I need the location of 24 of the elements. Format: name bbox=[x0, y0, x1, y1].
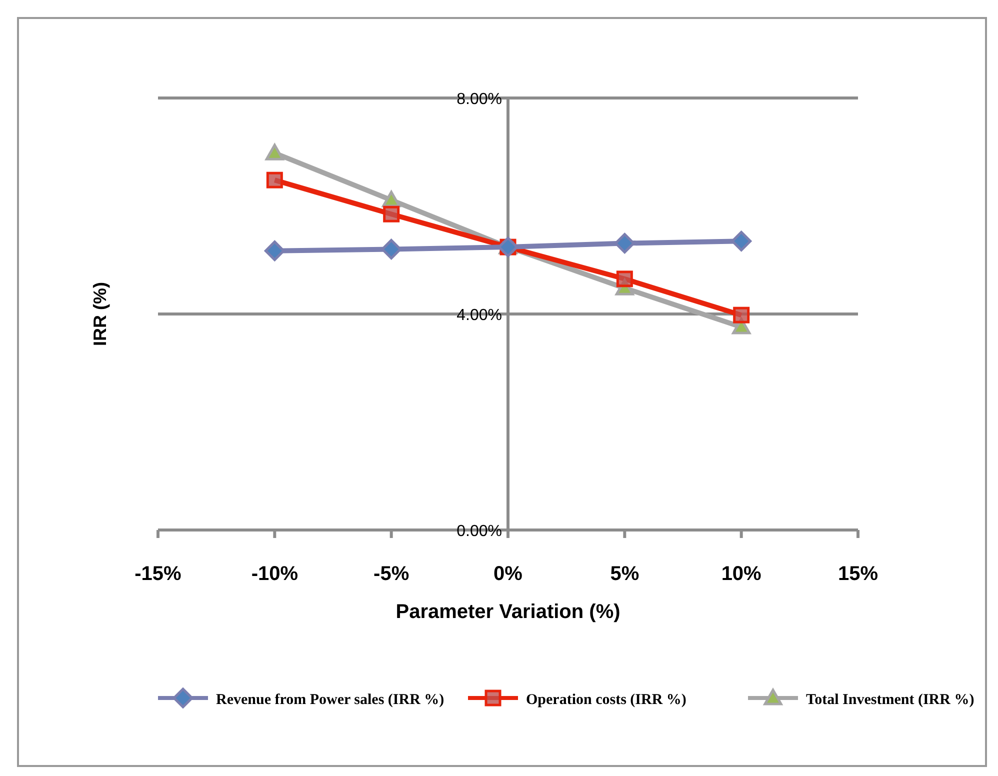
point bbox=[266, 172, 283, 188]
legend-label: Revenue from Power sales (IRR %) bbox=[216, 692, 444, 708]
x-tick-label: 5% bbox=[610, 563, 640, 585]
point bbox=[383, 206, 400, 222]
y-tick-label: 8.00% bbox=[456, 91, 502, 108]
point bbox=[265, 144, 284, 160]
x-axis-title: Parameter Variation (%) bbox=[396, 601, 620, 623]
point bbox=[382, 190, 401, 208]
x-tick-label: -5% bbox=[374, 563, 410, 585]
legend-label: Operation costs (IRR %) bbox=[526, 692, 686, 708]
y-tick-label: 4.00% bbox=[456, 307, 502, 324]
x-tick-label: 10% bbox=[721, 563, 762, 585]
y-axis-title: IRR (%) bbox=[90, 282, 110, 346]
point bbox=[614, 233, 635, 254]
point bbox=[733, 306, 750, 324]
point bbox=[731, 230, 752, 252]
x-tick-label: -15% bbox=[134, 563, 182, 585]
point bbox=[381, 238, 402, 260]
x-tick-label: 15% bbox=[838, 563, 878, 585]
point bbox=[264, 240, 285, 262]
legend-label: Total Investment (IRR %) bbox=[806, 692, 974, 708]
y-tick-label: 0.00% bbox=[456, 523, 502, 540]
x-tick-label: -10% bbox=[251, 563, 298, 585]
x-tick-label: 0% bbox=[494, 563, 523, 585]
